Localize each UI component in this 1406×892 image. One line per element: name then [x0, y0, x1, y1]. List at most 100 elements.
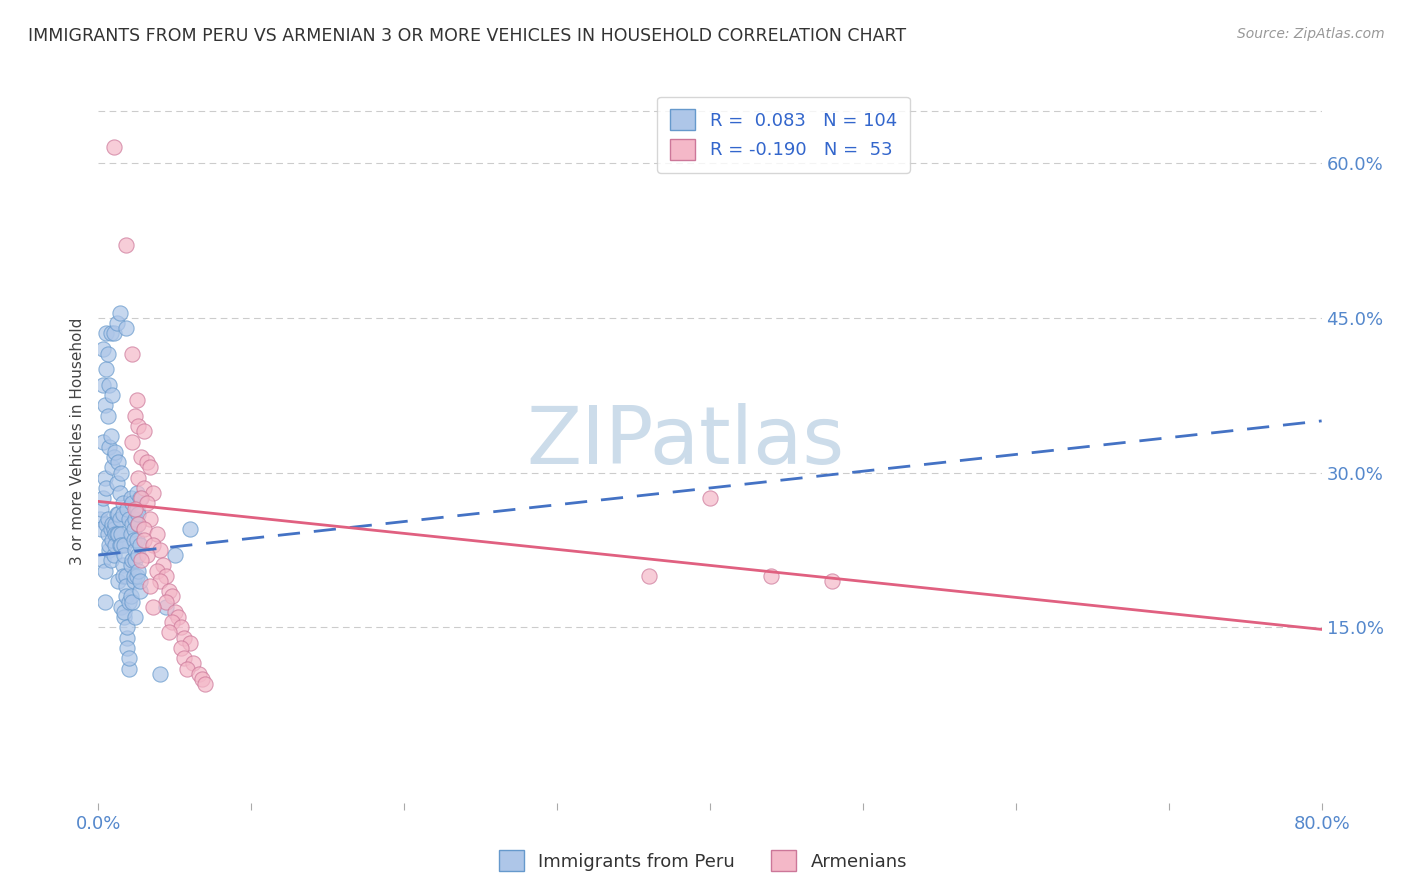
- Point: [94, 362, 117, 376]
- Point: [136, 548, 159, 562]
- Point: [115, 579, 138, 593]
- Point: [110, 538, 132, 552]
- Point: [115, 321, 138, 335]
- Point: [105, 475, 128, 490]
- Point: [105, 316, 128, 330]
- Point: [157, 625, 180, 640]
- Point: [152, 558, 174, 573]
- Point: [105, 507, 128, 521]
- Point: [139, 512, 162, 526]
- Point: [97, 409, 120, 423]
- Point: [124, 409, 146, 423]
- Point: [107, 507, 129, 521]
- Point: [120, 527, 142, 541]
- Point: [128, 574, 150, 588]
- Point: [149, 666, 172, 681]
- Point: [108, 512, 131, 526]
- Point: [125, 568, 148, 582]
- Point: [104, 527, 127, 541]
- Point: [94, 517, 117, 532]
- Point: [115, 568, 138, 582]
- Point: [112, 538, 135, 552]
- Point: [111, 558, 134, 573]
- Point: [194, 677, 217, 691]
- Point: [188, 666, 211, 681]
- Point: [173, 631, 195, 645]
- Y-axis label: 3 or more Vehicles in Household: 3 or more Vehicles in Household: [70, 318, 86, 566]
- Legend: Immigrants from Peru, Armenians: Immigrants from Peru, Armenians: [491, 843, 915, 879]
- Point: [107, 527, 129, 541]
- Point: [129, 491, 152, 506]
- Point: [100, 522, 122, 536]
- Point: [120, 558, 142, 573]
- Point: [97, 527, 120, 541]
- Point: [142, 599, 165, 614]
- Point: [128, 584, 150, 599]
- Point: [124, 553, 146, 567]
- Point: [103, 548, 125, 562]
- Point: [110, 527, 132, 541]
- Point: [139, 579, 162, 593]
- Point: [98, 440, 121, 454]
- Point: [163, 605, 186, 619]
- Point: [98, 377, 121, 392]
- Point: [125, 533, 148, 547]
- Point: [89, 512, 111, 526]
- Point: [97, 512, 120, 526]
- Point: [167, 610, 190, 624]
- Point: [179, 636, 201, 650]
- Point: [93, 564, 115, 578]
- Point: [170, 620, 193, 634]
- Point: [170, 640, 193, 655]
- Point: [107, 574, 129, 588]
- Point: [93, 471, 115, 485]
- Point: [124, 501, 146, 516]
- Point: [145, 564, 167, 578]
- Point: [94, 326, 117, 341]
- Point: [122, 568, 145, 582]
- Point: [94, 481, 117, 495]
- Text: ZIPatlas: ZIPatlas: [526, 402, 845, 481]
- Point: [121, 434, 143, 449]
- Point: [118, 662, 141, 676]
- Point: [100, 553, 122, 567]
- Point: [91, 491, 114, 506]
- Point: [122, 522, 145, 536]
- Point: [122, 533, 145, 547]
- Point: [91, 377, 114, 392]
- Point: [124, 610, 146, 624]
- Point: [160, 590, 183, 604]
- Point: [181, 657, 204, 671]
- Point: [104, 538, 127, 552]
- Point: [121, 347, 143, 361]
- Point: [90, 522, 112, 536]
- Point: [125, 393, 148, 408]
- Point: [93, 398, 115, 412]
- Point: [93, 594, 115, 608]
- Point: [155, 599, 177, 614]
- Point: [111, 496, 134, 510]
- Point: [129, 553, 152, 567]
- Point: [134, 522, 156, 536]
- Point: [118, 651, 141, 665]
- Point: [101, 388, 124, 402]
- Point: [107, 455, 129, 469]
- Legend: R =  0.083   N = 104, R = -0.190   N =  53: R = 0.083 N = 104, R = -0.190 N = 53: [657, 96, 910, 172]
- Point: [129, 450, 152, 464]
- Point: [127, 564, 149, 578]
- Point: [121, 553, 143, 567]
- Point: [115, 238, 138, 252]
- Point: [110, 599, 132, 614]
- Point: [128, 491, 150, 506]
- Text: Source: ZipAtlas.com: Source: ZipAtlas.com: [1237, 27, 1385, 41]
- Text: IMMIGRANTS FROM PERU VS ARMENIAN 3 OR MORE VEHICLES IN HOUSEHOLD CORRELATION CHA: IMMIGRANTS FROM PERU VS ARMENIAN 3 OR MO…: [28, 27, 907, 45]
- Point: [163, 548, 186, 562]
- Point: [115, 590, 138, 604]
- Point: [155, 568, 177, 582]
- Point: [108, 486, 131, 500]
- Point: [118, 512, 141, 526]
- Point: [134, 481, 156, 495]
- Point: [91, 553, 114, 567]
- Point: [127, 517, 149, 532]
- Point: [90, 501, 112, 516]
